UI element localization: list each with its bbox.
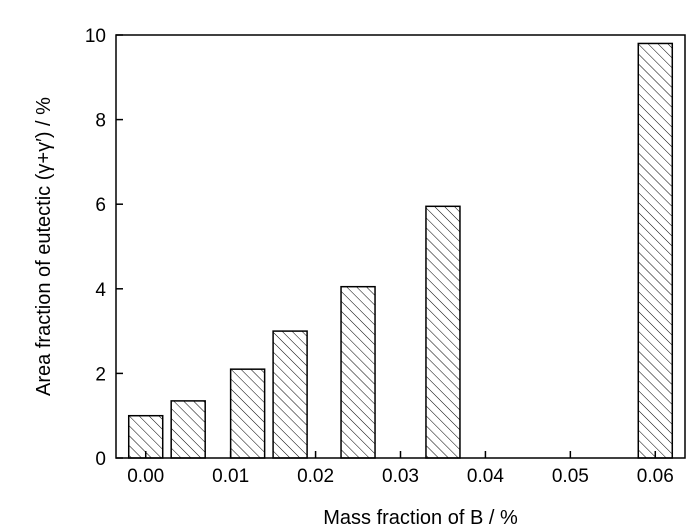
bars-group xyxy=(127,42,674,459)
bar xyxy=(340,285,376,459)
bar xyxy=(637,42,674,459)
x-tick-label: 0.06 xyxy=(637,466,674,487)
y-tick-label: 10 xyxy=(85,26,106,47)
y-tick-label: 6 xyxy=(95,195,106,216)
y-axis: 0 2 4 6 8 10 xyxy=(85,26,123,470)
x-axis-title: Mass fraction of B / % xyxy=(323,507,518,529)
y-tick-label: 2 xyxy=(95,364,106,385)
x-tick-label: 0.01 xyxy=(212,466,249,487)
bar xyxy=(170,400,206,459)
plot-frame xyxy=(115,34,686,459)
x-tick-label: 0.00 xyxy=(127,466,164,487)
bar xyxy=(425,205,461,459)
y-tick-label: 0 xyxy=(95,449,106,470)
y-axis-title: Area fraction of eutectic (γ+γ′) / % xyxy=(33,97,55,396)
bar xyxy=(229,368,266,459)
y-tick-label: 4 xyxy=(95,280,106,301)
x-tick-label: 0.03 xyxy=(382,466,419,487)
x-tick-label: 0.05 xyxy=(552,466,589,487)
x-tick-label: 0.02 xyxy=(297,466,334,487)
y-tick-label: 8 xyxy=(95,111,106,132)
x-tick-label: 0.04 xyxy=(467,466,504,487)
bar xyxy=(272,330,308,459)
x-axis: 0.00 0.01 0.02 0.03 0.04 0.05 0.06 xyxy=(127,451,674,487)
